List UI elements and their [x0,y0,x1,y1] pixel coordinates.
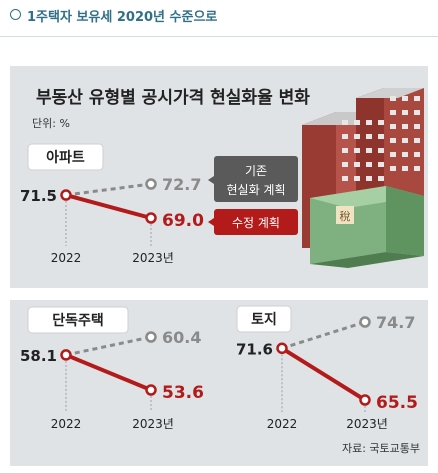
x-tick-label: 2022 [267,417,298,431]
start-value-label: 58.1 [20,347,57,365]
revised-plan-line [65,193,152,220]
revised-point [145,212,157,224]
existing-value-label: 74.7 [376,313,415,332]
tax-sign: 稅 [340,210,351,223]
revised-plan-line [280,346,367,402]
revised-point [359,394,371,406]
start-point [276,342,288,355]
header-title: 1주택자 보유세 2020년 수준으로 [27,10,218,25]
revised-value-label: 69.0 [162,211,204,231]
x-tick-label: 2022 [51,417,82,431]
panel-name: 토지 [251,312,277,328]
x-tick-label: 2023년 [132,417,174,431]
chart-title: 부동산 유형별 공시가격 현실화율 변화 [36,87,310,108]
start-point [60,349,72,361]
start-value-label: 71.5 [20,187,57,205]
legend: 기존 현실화 계획 수정 계획 [208,156,298,235]
panel-name: 단독주택 [52,312,104,329]
x-tick-label: 2023년 [132,251,174,265]
legend-revised-box [214,209,298,235]
panel-chip [27,306,129,334]
building-illustration-icon: 稅 [302,88,424,268]
start-value-label: 71.6 [236,340,273,358]
revised-plan-line [65,353,152,392]
panel-name: 아파트 [46,149,85,166]
panel-chip [236,305,292,333]
existing-plan-line [65,335,152,357]
legend-existing-line1: 기존 [245,164,267,178]
existing-plan-line [65,182,152,197]
chart-source: 자료: 국토교통부 [342,442,420,455]
existing-point [145,331,157,343]
existing-point [145,178,157,190]
chart-unit: 단위: % [32,117,70,130]
existing-value-label: 60.4 [162,328,201,347]
revised-point [145,384,157,396]
existing-plan-line [281,320,366,350]
panel-chip [27,143,104,171]
revised-value-label: 65.5 [376,393,418,413]
legend-existing-line2: 현실화 계획 [226,183,285,197]
legend-revised-label: 수정 계획 [232,216,280,230]
x-tick-label: 2023년 [346,417,388,431]
legend-existing-box [214,156,298,202]
header-bar: 1주택자 보유세 2020년 수준으로 [0,0,438,37]
panel-divider [10,288,428,300]
revised-value-label: 53.6 [162,383,204,403]
existing-point [359,316,371,328]
bullet-circle-icon [10,9,21,20]
existing-value-label: 72.7 [162,175,201,194]
x-tick-label: 2022 [51,251,82,265]
start-point [60,189,72,201]
